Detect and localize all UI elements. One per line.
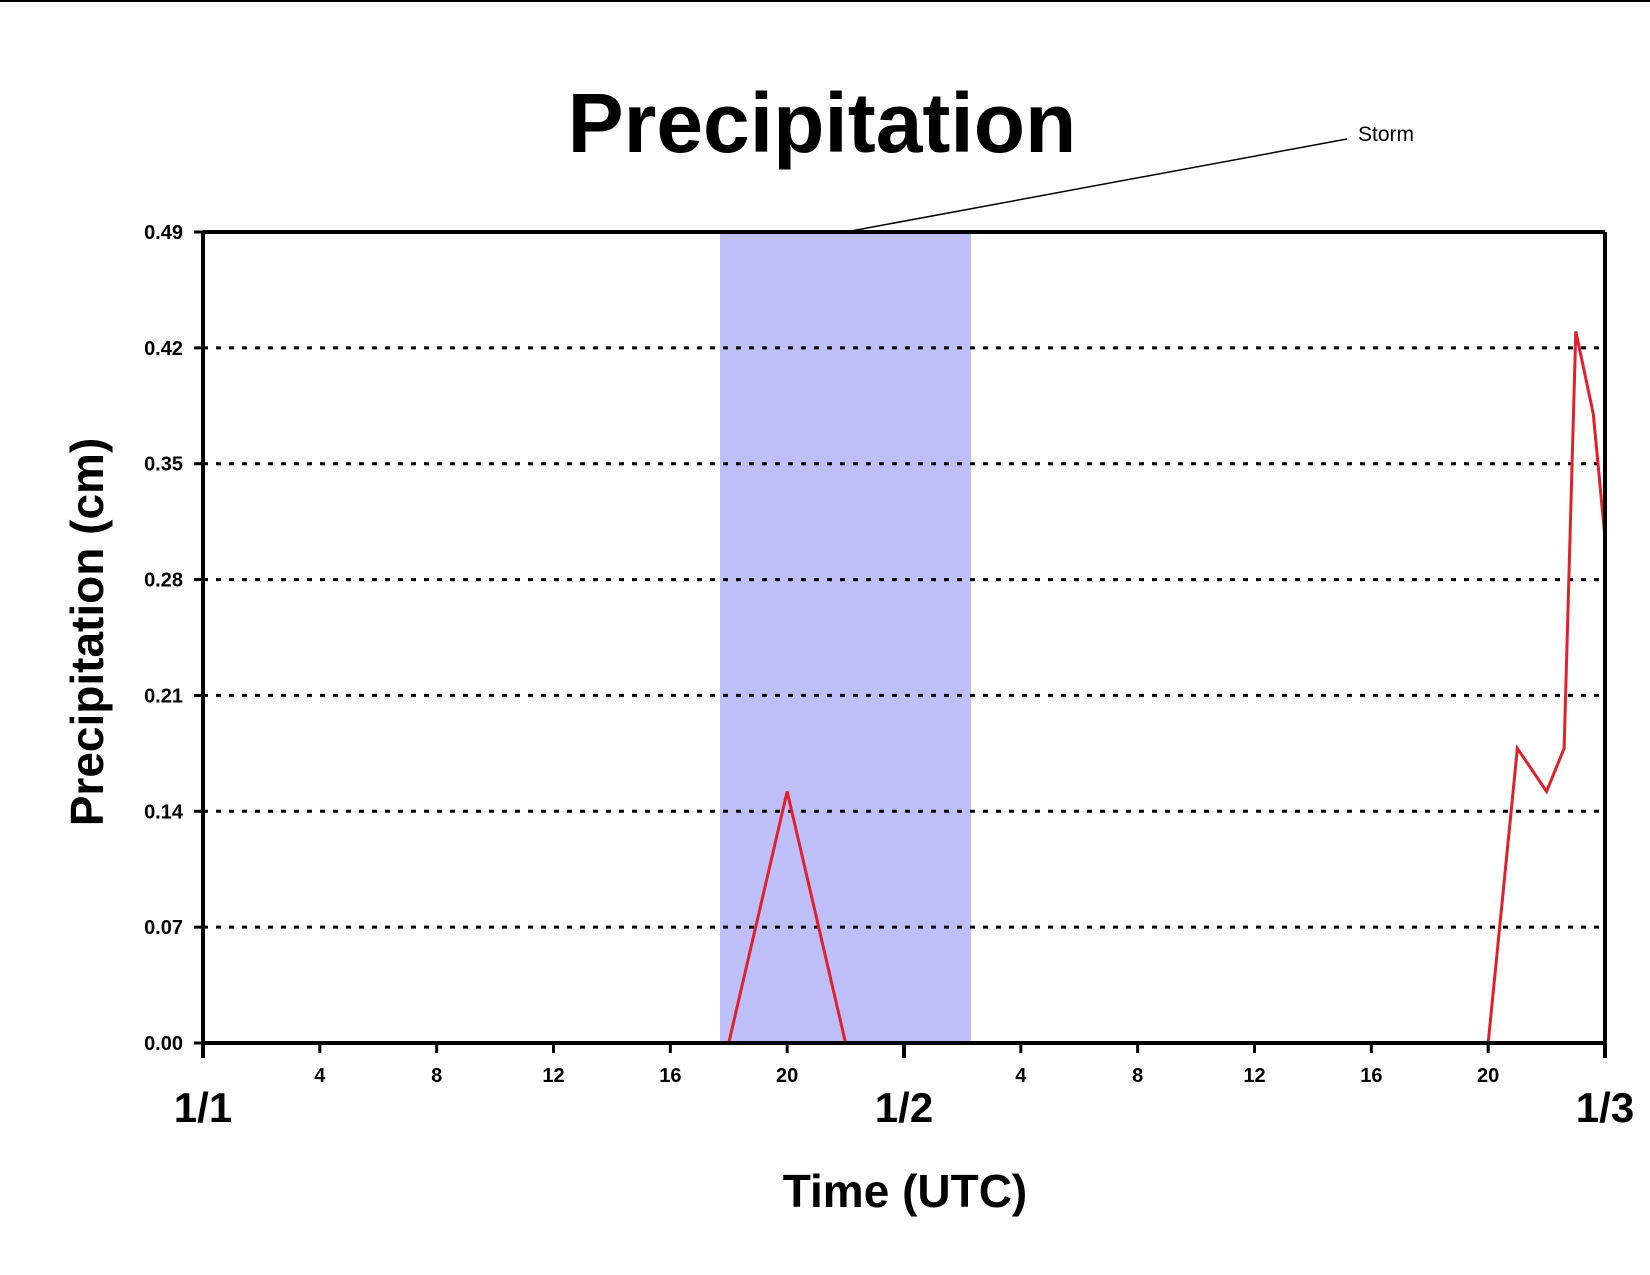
x-tick-label: 20 [1477, 1065, 1499, 1087]
tick-layer: 0.00 0.07 0.14 0.21 0.28 0.35 0.42 0.49 4 8 12 16 20… [144, 222, 1634, 1131]
storm-annotation-label: Storm [1358, 123, 1414, 146]
top-border-line [0, 0, 1650, 2]
x-tick-label: 8 [1132, 1065, 1143, 1087]
x-tick-label: 20 [776, 1065, 798, 1087]
x-date-label: 1/3 [1576, 1084, 1634, 1131]
x-tick-label: 4 [314, 1065, 326, 1087]
x-date-label: 1/1 [174, 1084, 232, 1131]
x-tick-label: 12 [1243, 1065, 1265, 1087]
y-tick-label: 0.21 [144, 685, 183, 707]
x-date-label: 1/2 [875, 1084, 933, 1131]
x-tick-label: 4 [1015, 1065, 1027, 1087]
storm-band-layer [719, 232, 972, 1043]
y-tick-label: 0.00 [144, 1033, 183, 1055]
y-tick-label: 0.49 [144, 222, 183, 244]
y-tick-label: 0.07 [144, 917, 183, 939]
x-tick-label: 16 [1360, 1065, 1382, 1087]
x-tick-label: 12 [542, 1065, 564, 1087]
chart-title: Precipitation [568, 76, 1077, 170]
storm-annotation-leader [845, 138, 1348, 233]
y-axis-label: Precipitation (cm) [61, 438, 113, 827]
x-tick-label: 16 [659, 1065, 681, 1087]
y-tick-label: 0.42 [144, 338, 183, 360]
x-tick-label: 8 [431, 1065, 442, 1087]
storm-shaded-region [719, 232, 972, 1043]
y-tick-label: 0.28 [144, 570, 183, 592]
x-axis-label: Time (UTC) [783, 1165, 1028, 1217]
y-tick-label: 0.35 [144, 454, 183, 476]
y-tick-label: 0.14 [144, 801, 184, 823]
